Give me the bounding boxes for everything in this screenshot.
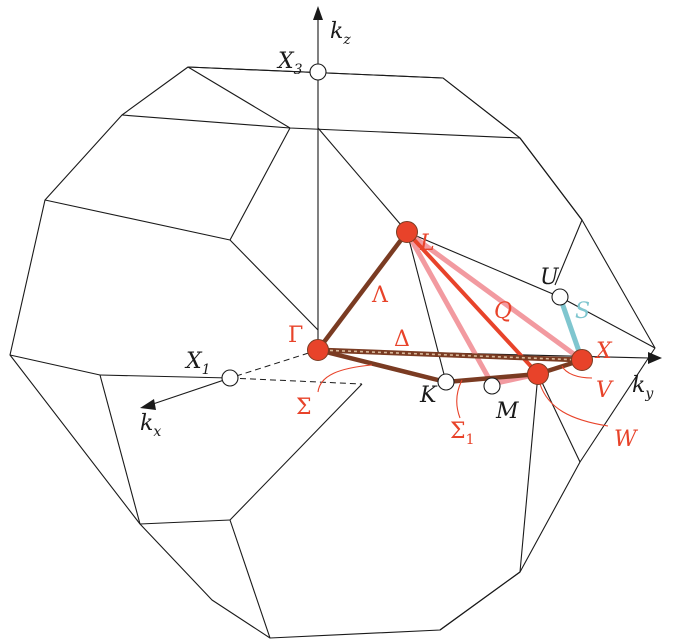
- zone-faces: [9, 66, 656, 639]
- point-M: [483, 377, 501, 395]
- edge-left-hex-top: [44, 199, 231, 241]
- label-V: V: [596, 378, 614, 403]
- edge-bottom-right: [519, 373, 539, 573]
- label-K: K: [419, 383, 438, 408]
- ky-arrowhead: [648, 352, 662, 364]
- kx-axis: [149, 377, 231, 406]
- label-Sigma1: Σ1: [450, 419, 474, 448]
- kz-label: kz: [330, 19, 351, 48]
- edge-right-hex: [554, 219, 583, 286]
- kx-arrowhead: [140, 399, 156, 410]
- label-U: U: [540, 265, 560, 290]
- edge-top-left: [229, 127, 291, 241]
- path-L-M-pink: [404, 230, 495, 386]
- point-Gamma: [307, 339, 329, 361]
- sigma1-pointer: [456, 379, 463, 419]
- label-Lambda: Λ: [371, 283, 389, 308]
- label-L: L: [419, 231, 435, 256]
- label-M: M: [495, 399, 519, 424]
- filled-points: [307, 221, 593, 385]
- edge-bottom-left: [139, 519, 231, 525]
- edge-bottom-mid: [229, 383, 363, 521]
- point-U: [551, 288, 569, 306]
- gamma-x1-dashed: [229, 349, 319, 379]
- axis-labels: kz ky kx: [140, 19, 654, 440]
- top-square-face: [187, 66, 521, 139]
- edge-left-mid: [229, 239, 319, 331]
- path-L-X-pink: [405, 229, 584, 363]
- label-Q: Q: [494, 299, 512, 324]
- ky-label: ky: [632, 373, 654, 402]
- label-X: X: [594, 339, 613, 364]
- w-pointer: [539, 383, 609, 427]
- point-L: [396, 221, 418, 243]
- label-W: W: [614, 427, 639, 452]
- point-X: [571, 349, 593, 371]
- label-Gamma: Γ: [288, 323, 303, 348]
- edge-left-lower2: [99, 374, 141, 525]
- sigma-pointer: [317, 364, 373, 393]
- x1-k-dashed: [229, 377, 363, 385]
- kz-arrowhead: [313, 6, 323, 20]
- edge-left-x1: [99, 374, 231, 379]
- edge-top-left-down: [121, 114, 291, 129]
- edge-bottom-center: [229, 519, 271, 639]
- edge-top-center: [317, 127, 408, 233]
- edge-L-U: [406, 231, 561, 298]
- path-Q-red: [405, 230, 540, 376]
- edge-U-right: [559, 296, 656, 349]
- point-X1: [221, 369, 239, 387]
- point-X3: [309, 63, 327, 81]
- path-Lambda-brown: [316, 230, 409, 352]
- path-Sigma-brown: [317, 347, 447, 385]
- edge-W-down: [537, 373, 581, 463]
- v-pointer: [561, 365, 593, 379]
- symmetry-paths: [316, 229, 585, 387]
- path-S-cyan: [557, 296, 585, 361]
- edge-bottom-right2: [439, 571, 521, 631]
- path-Delta-dots: [317, 349, 583, 361]
- edge-left-lower: [9, 354, 101, 376]
- kx-label: kx: [140, 411, 161, 440]
- point-W: [527, 363, 549, 385]
- label-X3: X3: [276, 49, 303, 78]
- pointer-curves: [317, 364, 609, 427]
- red-labels: Γ L X W V Λ Δ Q Σ Σ1: [288, 231, 639, 452]
- label-X1: X1: [184, 349, 211, 378]
- label-Delta: Δ: [394, 327, 410, 352]
- open-points: [221, 63, 569, 395]
- black-point-labels: X3 X1 U K M: [184, 49, 560, 424]
- label-S: S: [575, 299, 590, 324]
- edge-right-upper: [519, 137, 583, 221]
- point-K: [437, 373, 455, 391]
- label-Sigma: Σ: [296, 395, 312, 420]
